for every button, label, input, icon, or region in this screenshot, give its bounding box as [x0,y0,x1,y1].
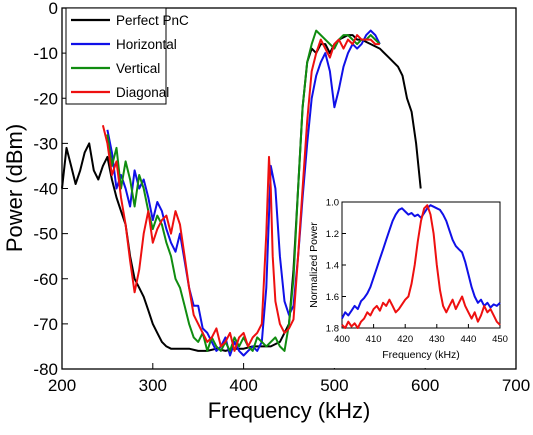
main-y-tick-label-20: -20 [33,89,58,108]
inset-chart: 400 410 420 430 440 450 1.0 1.2 1.4 1.6 1.8 Freque… [306,192,511,368]
inset-tick-labels: 400 410 420 430 440 450 1.0 1.2 1.4 1.6 1.8 [326,198,508,346]
main-x-tick-label-400: 400 [229,376,257,395]
main-x-tick-label-500: 500 [320,376,348,395]
inset-background [306,192,511,368]
inset-ticks [341,201,501,329]
main-x-tick-label-700: 700 [502,376,530,395]
legend-label-perfect-pnc: Perfect PnC [116,13,189,28]
main-x-tick-label-600: 600 [411,376,439,395]
x-axis-label: Frequency (kHz) [208,398,371,423]
inset-y-tick-label-1-8: 1.8 [326,324,339,335]
main-series-line-vertical [106,29,381,352]
main-y-tick-label-80: -80 [33,360,58,379]
inset-y-axis-label: Normalized Power [308,222,320,308]
inset-series-line-ee1010-1 [341,204,501,329]
inset-y-tick-label-1-4: 1.4 [326,261,339,272]
legend: Perfect PnC Horizontal Vertical Diagonal [65,7,189,105]
inset-y-tick-label-1-6: 1.6 [326,292,339,303]
main-y-tick-label-40: -40 [33,180,58,199]
main-series-line-diagonal [101,34,380,352]
inset-x-tick-label-430: 430 [429,334,445,345]
legend-label-horizontal: Horizontal [116,37,177,52]
main-y-tick-label-30: -30 [33,134,58,153]
inset-x-tick-label-410: 410 [366,334,382,345]
y-axis-label: Power (dBm) [2,124,27,252]
main-x-tick-label-300: 300 [139,376,167,395]
main-series-line-horizontal [106,29,381,357]
main-y-tick-label-70: -70 [33,315,58,334]
main-tick-labels: 200 300 400 500 600 700 0 -10 -20 -30 -40 -50 -60 -70… [33,0,530,395]
main-series-group [61,29,422,357]
main-y-tick-label-0: 0 [49,0,58,18]
inset-y-tick-label-1-2: 1.2 [326,229,339,240]
main-x-tick-label-200: 200 [48,376,76,395]
legend-label-vertical: Vertical [116,61,160,76]
legend-label-diagonal: Diagonal [116,85,169,100]
main-y-tick-label-60: -60 [33,270,58,289]
inset-x-tick-label-400: 400 [334,334,350,345]
main-y-tick-label-50: -50 [33,225,58,244]
inset-x-tick-label-420: 420 [397,334,413,345]
inset-x-tick-label-450: 450 [492,334,508,345]
inset-y-tick-label-1-0: 1.0 [326,198,339,209]
inset-series-group [341,204,501,329]
legend-box [65,7,167,105]
inset-x-axis-label: Frequency (kHz) [382,349,460,361]
main-y-tick-label-10: -10 [33,44,58,63]
inset-x-tick-label-440: 440 [460,334,476,345]
